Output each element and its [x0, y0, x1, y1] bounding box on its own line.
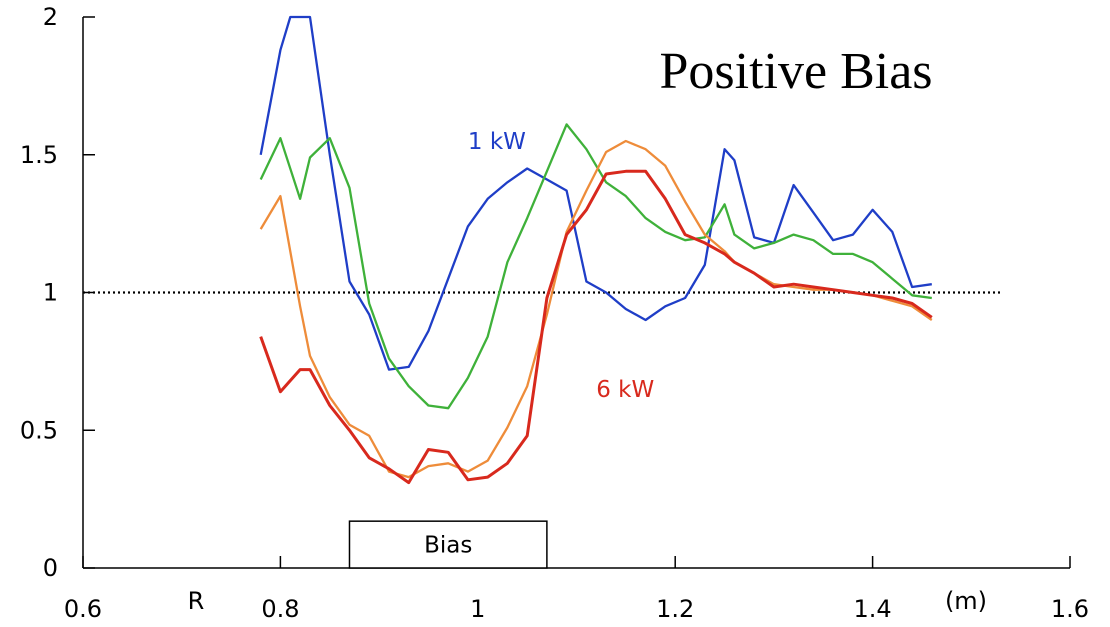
series-line-3 [259, 139, 933, 479]
x-axis-label: R [188, 587, 205, 615]
annotation-label: 6 kW [596, 377, 654, 403]
y-tick-label: 1 [43, 279, 58, 307]
x-axis-unit: (m) [945, 587, 987, 615]
x-tick-label: 1.6 [1051, 595, 1089, 623]
series-line-4 [259, 169, 933, 485]
annotation-label: 1 kW [468, 129, 526, 155]
x-tick-label: 1.4 [854, 595, 892, 623]
bias-box: Bias [348, 520, 548, 569]
y-axis-ticks: 0 0.5 1 1.5 2 [20, 3, 95, 582]
x-axis-ticks: 0.6 0.8 1 1.2 1.4 1.6 [64, 556, 1089, 623]
series-line-2 [259, 123, 932, 410]
x-tick-label: 1 [470, 595, 485, 623]
y-tick-label: 0.5 [20, 416, 58, 444]
x-tick-label: 1.2 [656, 595, 694, 623]
x-tick-label: 0.6 [64, 595, 102, 623]
chart-title: Positive Bias [659, 43, 932, 100]
x-tick-label: 0.8 [261, 595, 299, 623]
y-tick-label: 1.5 [20, 141, 58, 169]
y-tick-label: 0 [43, 554, 58, 582]
series-line-1 [259, 15, 932, 371]
annotations: 1 kW 6 kW [468, 129, 654, 403]
bias-box-label: Bias [424, 533, 472, 559]
bias-box-rect [348, 520, 548, 569]
y-tick-label: 2 [43, 3, 58, 31]
series-group [259, 15, 933, 485]
